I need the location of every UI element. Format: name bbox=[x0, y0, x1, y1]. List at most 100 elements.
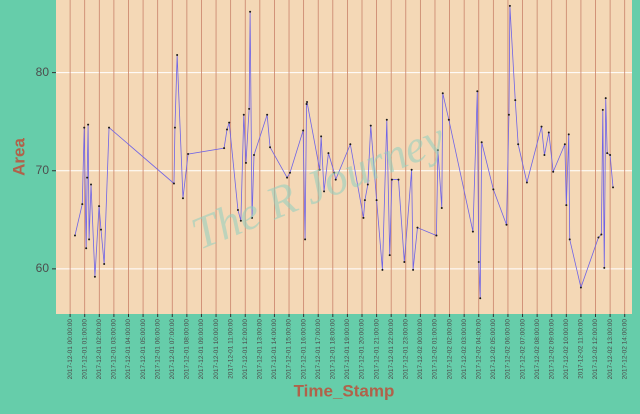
x-tick-label: 2017-12-01 00:00:00 bbox=[67, 319, 74, 380]
x-tick-label: 2017-12-01 16:00:00 bbox=[300, 319, 307, 380]
x-tick-label: 2017-12-01 09:00:00 bbox=[198, 319, 205, 380]
x-tick-label: 2017-12-01 01:00:00 bbox=[81, 319, 88, 380]
point bbox=[349, 143, 352, 146]
x-tick-label: 2017-12-01 07:00:00 bbox=[169, 319, 176, 380]
x-tick-label: 2017-12-01 17:00:00 bbox=[315, 319, 322, 380]
x-tick-label: 2017-12-01 20:00:00 bbox=[359, 319, 366, 380]
x-tick-label: 2017-12-01 05:00:00 bbox=[140, 319, 147, 380]
x-tick-label: 2017-12-01 19:00:00 bbox=[344, 319, 351, 380]
point bbox=[390, 178, 393, 181]
x-tick-label: 2017-12-02 00:00:00 bbox=[417, 319, 424, 380]
point bbox=[600, 233, 603, 236]
x-tick-label: 2017-12-01 12:00:00 bbox=[242, 319, 249, 380]
point bbox=[253, 154, 255, 157]
x-tick-label: 2017-12-02 10:00:00 bbox=[563, 319, 570, 380]
point bbox=[567, 133, 570, 136]
point bbox=[604, 97, 607, 100]
point bbox=[440, 207, 443, 210]
point bbox=[302, 129, 305, 132]
y-axis-title: Area bbox=[9, 138, 28, 176]
point bbox=[412, 268, 415, 271]
x-tick-label: 2017-12-01 03:00:00 bbox=[111, 319, 118, 380]
point bbox=[100, 228, 102, 231]
point bbox=[248, 107, 251, 110]
point bbox=[375, 199, 378, 202]
point bbox=[565, 204, 568, 207]
point bbox=[552, 170, 555, 173]
point bbox=[362, 216, 365, 219]
x-axis-title: Time_Stamp bbox=[294, 381, 395, 400]
point bbox=[369, 124, 372, 127]
point bbox=[381, 268, 384, 271]
point bbox=[244, 161, 247, 164]
point bbox=[86, 176, 89, 179]
point bbox=[269, 146, 272, 149]
x-tick-label: 2017-12-02 08:00:00 bbox=[534, 319, 541, 380]
point bbox=[173, 126, 176, 129]
point bbox=[239, 219, 242, 222]
point bbox=[603, 266, 606, 269]
point bbox=[83, 126, 86, 129]
point bbox=[236, 208, 239, 211]
point bbox=[87, 123, 90, 126]
point bbox=[612, 186, 615, 189]
point bbox=[568, 238, 571, 241]
point bbox=[447, 118, 450, 121]
point bbox=[366, 183, 369, 186]
point bbox=[507, 113, 510, 116]
x-tick-label: 2017-12-01 10:00:00 bbox=[213, 319, 220, 380]
point bbox=[81, 203, 84, 206]
point bbox=[223, 147, 226, 150]
y-tick-label: 60 bbox=[36, 261, 50, 275]
point bbox=[251, 216, 254, 219]
point bbox=[249, 10, 252, 13]
line bbox=[74, 5, 614, 299]
x-tick-label: 2017-12-01 23:00:00 bbox=[403, 319, 410, 380]
point bbox=[435, 234, 438, 237]
point bbox=[98, 205, 101, 208]
point bbox=[416, 226, 419, 229]
point bbox=[492, 188, 495, 191]
point bbox=[480, 141, 483, 144]
point bbox=[563, 143, 566, 146]
x-tick-label: 2017-12-02 11:00:00 bbox=[578, 319, 585, 379]
point bbox=[508, 4, 511, 7]
point bbox=[318, 168, 321, 171]
point bbox=[385, 118, 388, 121]
point bbox=[410, 168, 413, 171]
point bbox=[505, 223, 508, 226]
point bbox=[363, 199, 366, 202]
point bbox=[306, 101, 309, 104]
y-tick-label: 70 bbox=[36, 163, 50, 177]
point bbox=[90, 183, 93, 186]
point bbox=[333, 171, 336, 174]
point bbox=[543, 154, 546, 157]
point bbox=[597, 236, 600, 239]
x-tick-label: 2017-12-02 05:00:00 bbox=[490, 319, 497, 380]
point bbox=[187, 153, 190, 156]
x-tick-label: 2017-12-02 12:00:00 bbox=[592, 319, 599, 380]
point bbox=[388, 254, 391, 257]
point bbox=[601, 108, 604, 111]
point bbox=[441, 92, 444, 95]
point bbox=[88, 238, 91, 241]
x-tick-label: 2017-12-01 04:00:00 bbox=[125, 319, 132, 380]
point bbox=[579, 286, 582, 289]
x-tick-label: 2017-12-01 22:00:00 bbox=[388, 319, 395, 380]
point bbox=[266, 113, 269, 116]
point bbox=[327, 152, 330, 155]
x-tick-label: 2017-12-02 14:00:00 bbox=[621, 319, 628, 380]
point bbox=[181, 197, 184, 200]
point bbox=[304, 238, 307, 241]
point bbox=[609, 154, 612, 157]
point bbox=[471, 230, 474, 233]
point bbox=[540, 125, 543, 128]
x-tick-label: 2017-12-01 18:00:00 bbox=[330, 319, 337, 380]
x-tick-label: 2017-12-01 11:00:00 bbox=[227, 319, 234, 379]
point bbox=[108, 126, 111, 129]
point bbox=[436, 149, 439, 152]
x-tick-label: 2017-12-02 09:00:00 bbox=[548, 319, 555, 380]
point bbox=[403, 260, 406, 263]
x-tick-label: 2017-12-02 07:00:00 bbox=[519, 319, 526, 380]
point bbox=[85, 247, 88, 250]
